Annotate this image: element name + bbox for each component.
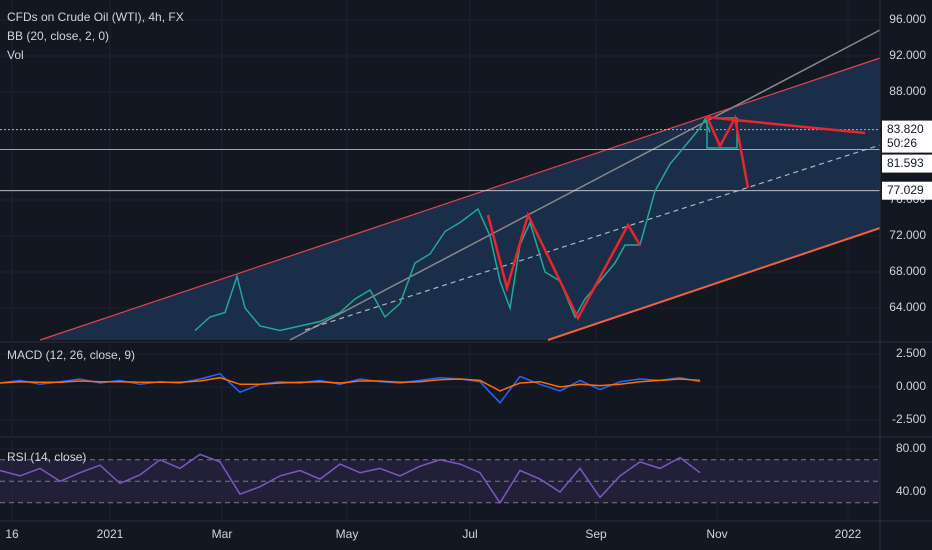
- indicator-label: Vol: [7, 48, 24, 62]
- y-tick-label: 2.500: [896, 346, 926, 360]
- y-tick-label: 92.000: [889, 48, 926, 62]
- x-tick-label: 2021: [97, 527, 124, 541]
- label-layer: 64.00068.00072.00076.00088.00092.00096.0…: [5, 12, 932, 541]
- panel-title: MACD (12, 26, close, 9): [7, 348, 135, 362]
- y-tick-label: 72.000: [889, 228, 926, 242]
- price-label-box: [882, 120, 932, 153]
- resistance-drawing: [704, 115, 866, 135]
- trend-line: [289, 29, 881, 341]
- pattern-drawing: [705, 114, 750, 189]
- x-tick-label: Sep: [585, 527, 607, 541]
- channel-upper: [39, 57, 881, 341]
- indicator-label: BB (20, close, 2, 0): [7, 29, 109, 43]
- countdown-label: 50:26: [887, 136, 917, 150]
- panel-title: RSI (14, close): [7, 450, 86, 464]
- y-tick-label: 64.000: [889, 300, 926, 314]
- x-tick-label: Mar: [212, 527, 233, 541]
- x-tick-label: Nov: [706, 527, 727, 541]
- y-tick-label: 96.000: [889, 12, 926, 26]
- series-line: [0, 453, 701, 505]
- y-tick-label: 80.00: [896, 441, 926, 455]
- grid-layer: [0, 0, 880, 520]
- last-price-label: 83.820: [887, 122, 924, 136]
- y-tick-label: 88.000: [889, 84, 926, 98]
- x-tick-label: Jul: [462, 527, 477, 541]
- x-tick-label: 2022: [835, 527, 862, 541]
- price-label-box: [882, 154, 932, 173]
- x-tick-label: 16: [5, 527, 19, 541]
- series-line: [0, 376, 701, 392]
- series-line: [0, 372, 701, 404]
- y-tick-label: -2.500: [892, 412, 926, 426]
- zigzag-drawing: [486, 211, 642, 321]
- marks-layer: [0, 117, 880, 505]
- y-tick-label: 40.00: [896, 484, 926, 498]
- y-tick-label: 68.000: [889, 264, 926, 278]
- series-line: [194, 117, 711, 332]
- level-label: 77.029: [887, 183, 924, 197]
- chart-title: CFDs on Crude Oil (WTI), 4h, FX: [7, 10, 184, 24]
- y-tick-label: 0.000: [896, 379, 926, 393]
- channel-lower: [547, 227, 881, 341]
- x-tick-label: May: [336, 527, 359, 541]
- level-label: 81.593: [887, 156, 924, 170]
- price-label-box: [882, 181, 932, 200]
